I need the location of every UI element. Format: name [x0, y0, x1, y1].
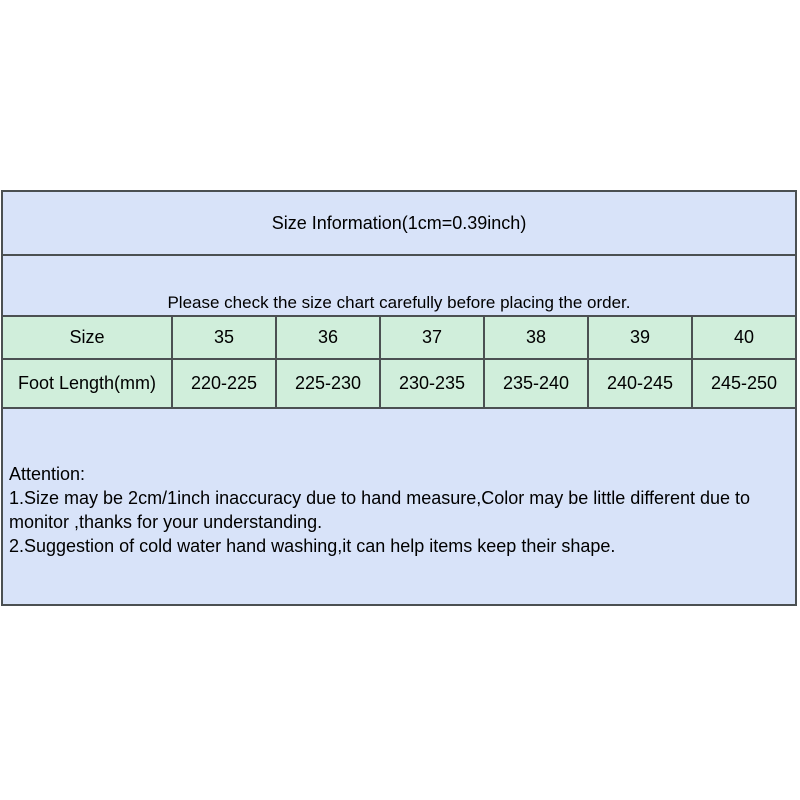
- attention-heading: Attention:: [9, 464, 86, 484]
- size-value: 40: [691, 317, 795, 358]
- foot-length-value: 230-235: [379, 358, 483, 407]
- size-value: 35: [171, 317, 275, 358]
- size-table: Size 35 36 37 38 39 40 Foot Length(mm) 2…: [3, 315, 795, 407]
- foot-length-value: 220-225: [171, 358, 275, 407]
- size-value: 37: [379, 317, 483, 358]
- attention-item-2: 2.Suggestion of cold water hand washing,…: [9, 536, 616, 556]
- notice-text: Please check the size chart carefully be…: [167, 293, 631, 312]
- size-value: 39: [587, 317, 691, 358]
- foot-length-row-header: Foot Length(mm): [3, 358, 171, 407]
- attention-item-1: 1.Size may be 2cm/1inch inaccuracy due t…: [9, 488, 751, 532]
- size-value: 38: [483, 317, 587, 358]
- size-value: 36: [275, 317, 379, 358]
- foot-length-value: 225-230: [275, 358, 379, 407]
- size-chart-panel: Size Information(1cm=0.39inch) Please ch…: [1, 190, 797, 606]
- size-info-header: Size Information(1cm=0.39inch): [3, 192, 795, 254]
- attention-section: Attention: 1.Size may be 2cm/1inch inacc…: [3, 407, 795, 604]
- notice-band: Please check the size chart carefully be…: [3, 254, 795, 315]
- foot-length-value: 235-240: [483, 358, 587, 407]
- size-row-header: Size: [69, 327, 105, 347]
- foot-length-value: 240-245: [587, 358, 691, 407]
- foot-length-value: 245-250: [691, 358, 795, 407]
- size-info-title: Size Information(1cm=0.39inch): [271, 212, 527, 233]
